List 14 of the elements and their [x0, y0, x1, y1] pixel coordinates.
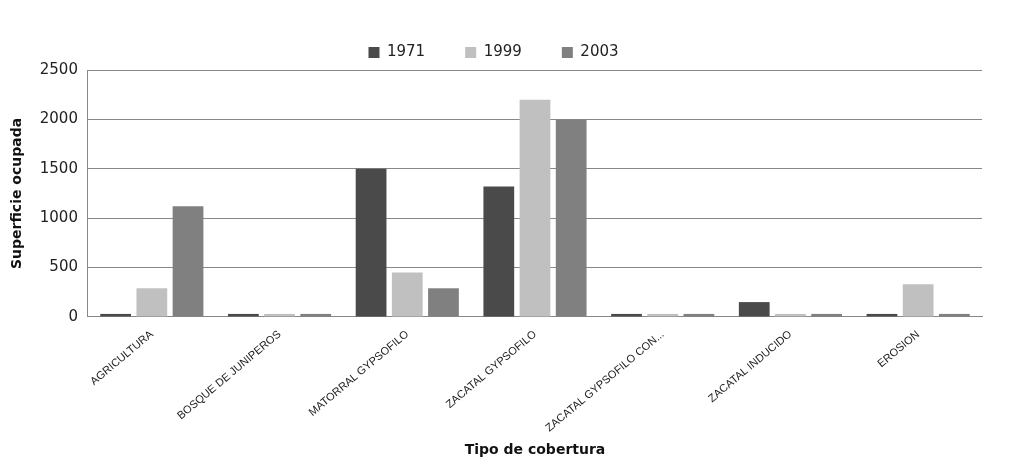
y-tick-label: 500: [49, 257, 78, 276]
y-tick-label: 1500: [39, 158, 78, 177]
y-axis-title: Superficie ocupada: [8, 117, 25, 270]
legend-label: 2003: [580, 42, 619, 61]
y-tick-label: 0: [68, 306, 78, 325]
legend-label: 1971: [386, 42, 426, 61]
y-tick-label: 1000: [39, 208, 78, 227]
bar: [519, 99, 551, 317]
y-tick-label: 2500: [39, 59, 78, 78]
legend-label: 1999: [483, 42, 522, 61]
bar: [355, 168, 387, 317]
x-axis-title: Tipo de cobertura: [464, 441, 606, 458]
bar: [483, 186, 515, 317]
y-tick-label: 2000: [39, 109, 78, 128]
